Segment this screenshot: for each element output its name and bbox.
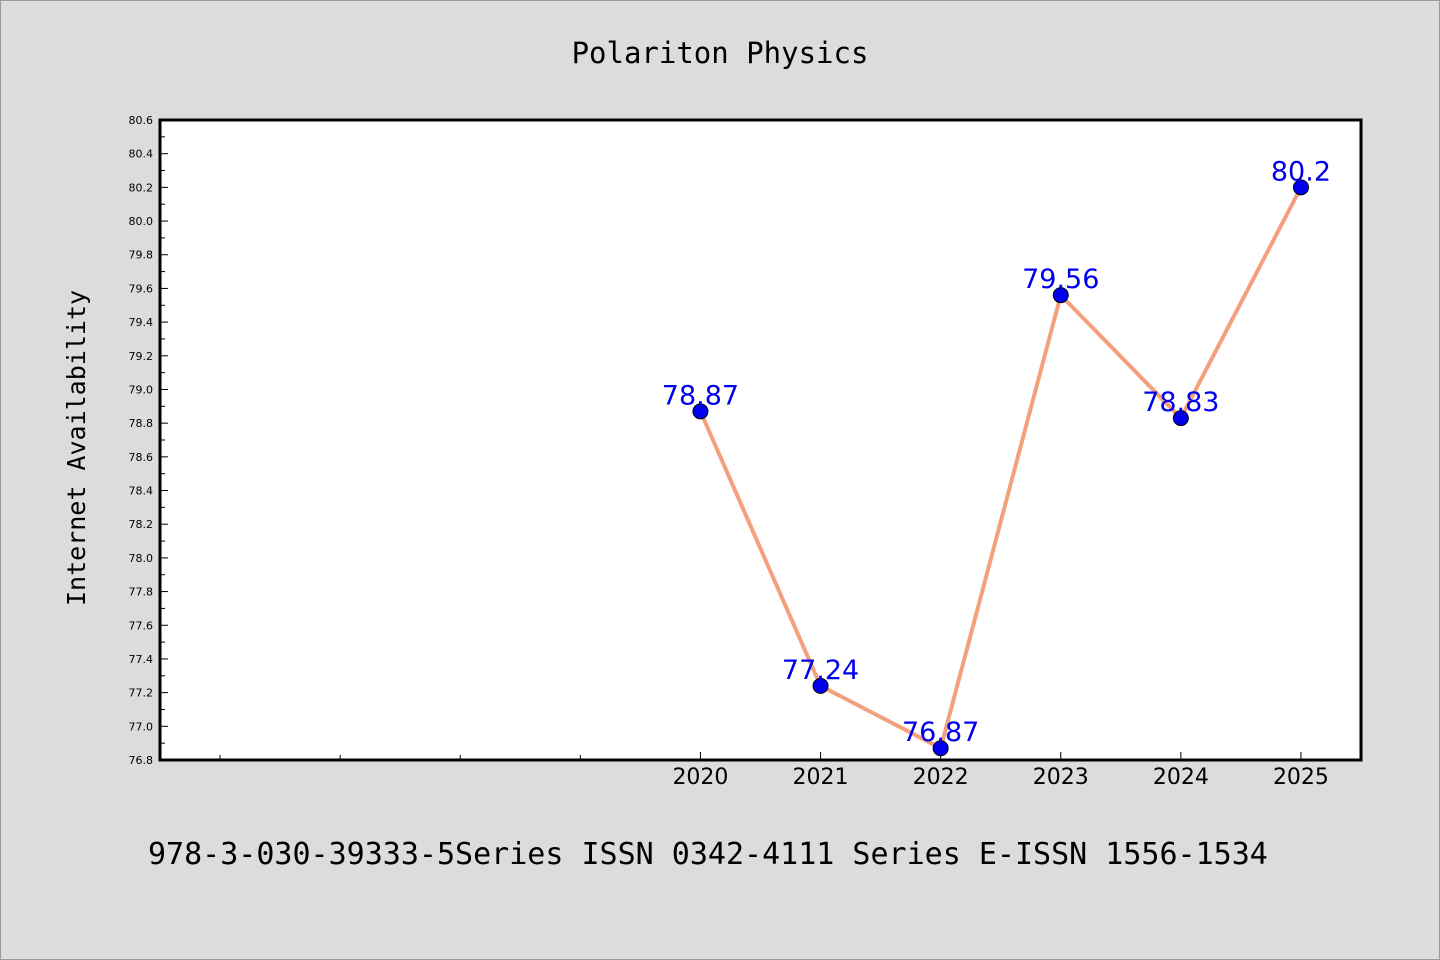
y-tick-label: 79.6 (129, 282, 154, 295)
y-tick-label: 76.8 (129, 754, 154, 767)
y-tick-label: 77.8 (129, 586, 154, 599)
y-tick-label: 77.0 (129, 720, 154, 733)
data-point-label: 78.83 (1142, 387, 1219, 418)
data-point-marker (812, 677, 829, 694)
y-tick-label: 79.4 (129, 316, 154, 329)
y-tick-label: 77.2 (129, 687, 154, 700)
x-tick-label: 2025 (1273, 765, 1329, 790)
y-tick-label: 78.2 (129, 518, 154, 531)
y-tick-label: 80.2 (129, 181, 154, 194)
y-tick-label: 78.6 (129, 451, 154, 464)
data-point-marker (1292, 179, 1309, 196)
y-tick-label: 80.4 (129, 148, 154, 161)
y-axis-ticks: 76.8 77.0 77.2 77.4 77.6 77.8 78.0 78.2 78.4 78.6… (129, 114, 168, 767)
data-point-marker (692, 403, 709, 420)
data-point-marker (1052, 287, 1069, 304)
data-point-marker (932, 740, 949, 757)
y-tick-label: 77.4 (129, 653, 154, 666)
x-tick-label: 2021 (793, 765, 849, 790)
x-tick-label: 2024 (1153, 765, 1209, 790)
chart-title: Polariton Physics (572, 36, 869, 70)
y-tick-label: 79.2 (129, 350, 154, 363)
data-point-label: 79.56 (1022, 264, 1099, 295)
y-tick-label: 78.0 (129, 552, 154, 565)
data-point-label: 76.87 (902, 717, 979, 748)
x-tick-label: 2023 (1033, 765, 1089, 790)
x-tick-label: 2022 (913, 765, 969, 790)
y-tick-label: 80.6 (129, 114, 154, 127)
y-axis-label: Internet Availability (62, 290, 91, 606)
plot-area (160, 120, 1361, 760)
y-tick-label: 77.6 (129, 619, 154, 632)
y-tick-label: 79.8 (129, 249, 154, 262)
y-tick-label: 78.4 (129, 485, 154, 498)
footer-isbn-text: 978-3-030-39333-5Series ISSN 0342-4111 S… (148, 837, 1268, 872)
x-axis-ticks: 2020 2021 2022 2023 2024 2025 (219, 752, 1329, 790)
data-point-label: 80.2 (1271, 156, 1331, 187)
data-labels: 78.87 77.24 76.87 79.56 78.83 80.2 (662, 156, 1331, 748)
data-point-label: 78.87 (662, 380, 739, 411)
data-point-label: 77.24 (782, 655, 859, 686)
plot-border (158, 118, 1363, 762)
series-line (698, 186, 1303, 751)
y-tick-label: 78.8 (129, 417, 154, 430)
y-tick-label: 80.0 (129, 215, 154, 228)
y-tick-label: 79.0 (129, 383, 154, 396)
series-lines (698, 186, 1303, 751)
data-point-marker (1172, 410, 1189, 427)
series-markers (692, 179, 1309, 757)
x-tick-label: 2020 (672, 765, 728, 790)
